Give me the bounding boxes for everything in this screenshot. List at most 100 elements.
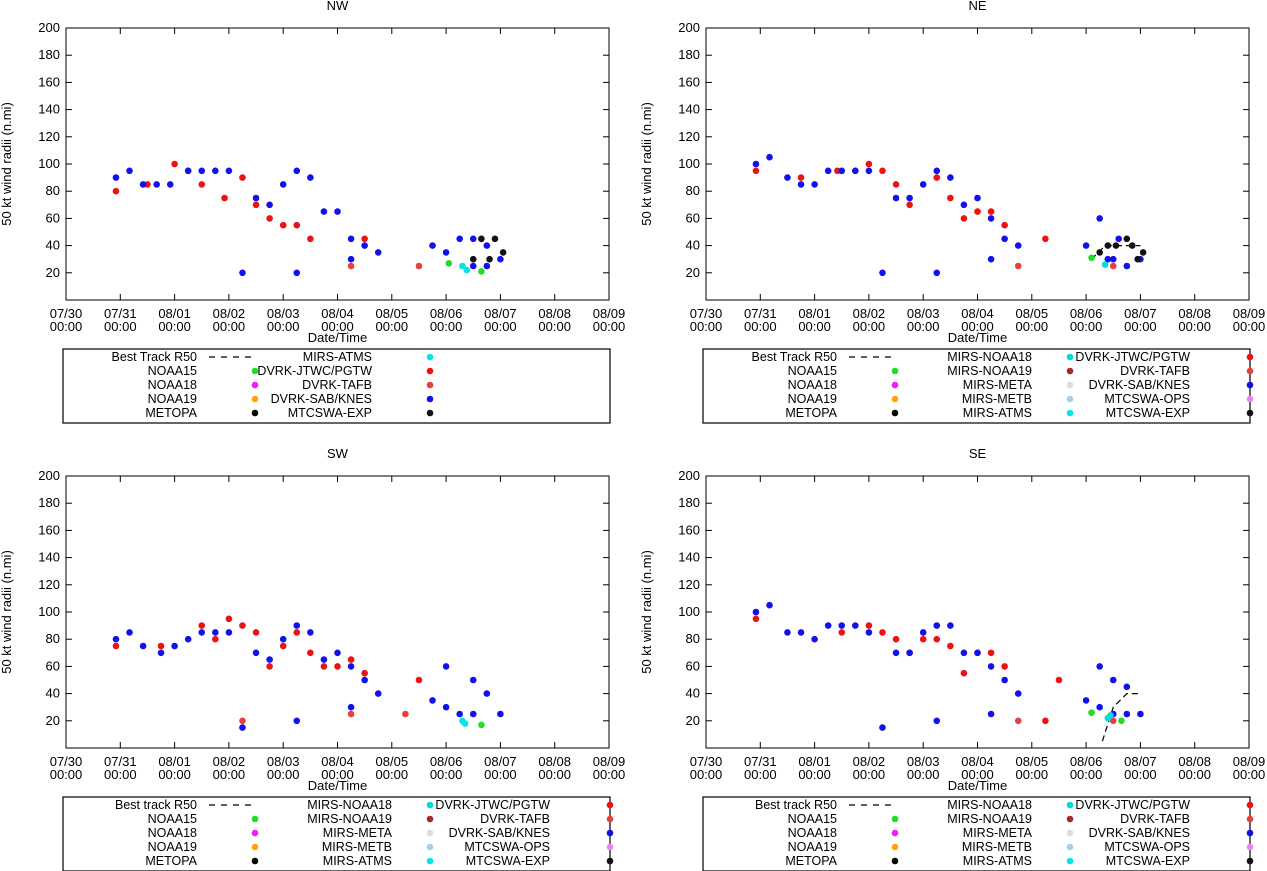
legend-dot-symbol [1066, 395, 1074, 403]
data-point-mtcswa-exp [1128, 242, 1136, 249]
x-tick-label-time: 00:00 [853, 319, 886, 334]
data-point-dvrk-sab-knes [933, 269, 941, 277]
x-tick-label-time: 00:00 [484, 319, 517, 334]
x-tick-label-date: 08/07 [484, 754, 517, 769]
legend-dot-symbol [426, 367, 434, 375]
data-point-dvrk-jtwc-pgtw [279, 642, 287, 650]
data-point-dvrk-sab-knes [1109, 676, 1117, 684]
y-tick-label: 140 [678, 102, 700, 117]
x-tick-label-time: 00:00 [798, 319, 831, 334]
data-point-dvrk-jtwc-pgtw [415, 676, 423, 684]
legend-label: MTCSWA-OPS [1104, 840, 1190, 854]
data-point-dvrk-sab-knes [112, 174, 120, 181]
legend-dot-symbol [426, 395, 434, 403]
data-point-mtcswa-exp [486, 255, 493, 263]
x-tick-label-time: 00:00 [267, 319, 300, 334]
x-tick-label-time: 00:00 [267, 767, 300, 782]
legend-dot-symbol [606, 857, 614, 865]
data-point-dvrk-sab-knes [239, 724, 246, 731]
y-tick-label: 100 [678, 604, 700, 619]
legend-label: DVRK-TAFB [302, 378, 372, 392]
y-tick-label: 40 [686, 686, 700, 701]
data-point-dvrk-sab-knes [811, 635, 818, 643]
x-tick-label-date: 07/31 [744, 306, 777, 321]
data-point-dvrk-sab-knes [293, 622, 301, 629]
y-tick-label: 160 [678, 74, 700, 89]
data-point-dvrk-sab-knes [947, 174, 954, 181]
data-point-dvrk-jtwc-pgtw [266, 663, 273, 670]
data-point-mtcswa-exp [499, 249, 507, 256]
y-tick-label: 140 [38, 550, 60, 565]
data-point-dvrk-sab-knes [852, 622, 859, 629]
data-point-dvrk-sab-knes [797, 629, 805, 636]
x-tick-label-time: 00:00 [158, 767, 191, 782]
data-point-dvrk-sab-knes [442, 703, 450, 711]
legend-label: NOAA15 [788, 812, 837, 826]
data-point-dvrk-sab-knes [442, 249, 450, 256]
data-point-dvrk-sab-knes [361, 242, 368, 249]
x-tick-label-time: 00:00 [690, 767, 723, 782]
y-axis-label: 50 kt wind radii (n.mi) [639, 102, 654, 226]
data-point-dvrk-sab-knes [483, 690, 491, 697]
legend-dot-symbol [1066, 857, 1074, 865]
data-point-dvrk-sab-knes [1123, 262, 1131, 270]
legend-dot-symbol [606, 829, 614, 837]
data-point-dvrk-jtwc-pgtw [334, 663, 341, 670]
data-point-dvrk-jtwc-pgtw [892, 635, 900, 643]
data-point-dvrk-sab-knes [469, 262, 477, 270]
legend-label: MIRS-NOAA19 [307, 812, 392, 826]
data-point-dvrk-jtwc-pgtw [906, 201, 913, 209]
y-tick-label: 80 [46, 631, 60, 646]
data-point-mtcswa-exp [491, 235, 499, 243]
data-point-dvrk-sab-knes [112, 635, 120, 643]
data-point-dvrk-jtwc-pgtw [112, 642, 120, 650]
x-tick-label-time: 00:00 [907, 767, 940, 782]
legend-dot-symbol [426, 857, 434, 865]
data-point-dvrk-tafb [239, 717, 246, 725]
chart-title: SE [969, 446, 987, 461]
y-tick-label: 140 [678, 550, 700, 565]
data-point-dvrk-sab-knes [766, 601, 773, 609]
data-point-dvrk-sab-knes [987, 663, 995, 670]
x-tick-label-time: 00:00 [744, 767, 777, 782]
data-point-dvrk-sab-knes [811, 181, 818, 188]
data-point-dvrk-jtwc-pgtw [239, 174, 246, 181]
data-point-dvrk-sab-knes [1104, 255, 1112, 263]
data-point-dvrk-jtwc-pgtw [1001, 663, 1008, 670]
data-point-dvrk-jtwc-pgtw [960, 215, 968, 222]
data-point-dvrk-sab-knes [347, 663, 355, 670]
x-tick-label-date: 08/04 [961, 754, 994, 769]
data-point-dvrk-sab-knes [1014, 690, 1022, 697]
x-tick-label-date: 08/05 [376, 306, 409, 321]
x-tick-label-date: 08/02 [853, 306, 886, 321]
data-point-dvrk-sab-knes [429, 242, 436, 249]
x-tick-label-date: 08/06 [1070, 754, 1103, 769]
y-tick-label: 200 [38, 468, 60, 483]
data-point-dvrk-sab-knes [374, 690, 382, 697]
x-tick-label-time: 00:00 [104, 319, 137, 334]
legend-label: METOPA [145, 406, 197, 420]
legend-label: MTCSWA-EXP [288, 406, 372, 420]
data-point-dvrk-sab-knes [852, 167, 859, 175]
x-tick-label-date: 08/05 [376, 754, 409, 769]
y-tick-label: 120 [678, 577, 700, 592]
data-point-dvrk-sab-knes [1001, 676, 1008, 684]
data-point-dvrk-sab-knes [347, 255, 355, 263]
x-tick-label-date: 08/07 [1124, 306, 1157, 321]
data-point-dvrk-sab-knes [212, 629, 219, 636]
x-tick-label-time: 00:00 [1070, 319, 1103, 334]
legend-dot-symbol [891, 829, 899, 837]
legend-dot-symbol [251, 857, 259, 865]
data-point-dvrk-jtwc-pgtw [320, 663, 328, 670]
data-point-noaa15 [445, 259, 453, 267]
data-point-dvrk-sab-knes [784, 174, 791, 181]
x-tick-label-time: 00:00 [321, 767, 354, 782]
legend-dot-symbol [426, 829, 434, 837]
data-point-dvrk-sab-knes [469, 235, 477, 243]
data-point-dvrk-sab-knes [320, 208, 328, 215]
data-point-dvrk-sab-knes [879, 724, 886, 731]
legend-label: METOPA [785, 854, 837, 868]
data-point-dvrk-sab-knes [293, 717, 301, 725]
x-tick-label-time: 00:00 [430, 767, 463, 782]
data-point-dvrk-sab-knes [838, 167, 846, 175]
